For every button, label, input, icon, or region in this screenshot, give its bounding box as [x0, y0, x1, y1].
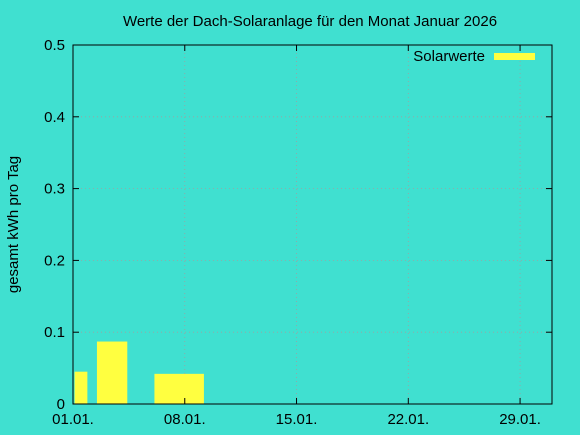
- bar: [96, 341, 128, 404]
- y-tick-label: 0.5: [44, 37, 65, 54]
- ticks: 0 0.1 0.2 0.3 0.4 0.5 01.01. 08.01. 15.01. 22.01.…: [44, 37, 552, 428]
- y-tick-label: 0.2: [44, 252, 65, 269]
- plot-frame: [72, 44, 553, 405]
- y-tick-label: 0.3: [44, 181, 65, 198]
- x-tick-label: 01.01.: [52, 411, 94, 428]
- chart-title: Werte der Dach-Solaranlage für den Monat…: [123, 13, 497, 30]
- x-tick-label: 29.01.: [499, 411, 541, 428]
- y-tick-label: 0: [57, 396, 65, 413]
- x-tick-label: 08.01.: [164, 411, 206, 428]
- legend-swatch: [494, 53, 535, 60]
- grid: [73, 45, 552, 404]
- legend: Solarwerte: [413, 48, 535, 65]
- bar: [154, 373, 204, 404]
- y-axis-label: gesamt kWh pro Tag: [5, 156, 22, 293]
- bar: [74, 371, 88, 404]
- bars: [74, 341, 204, 404]
- y-tick-label: 0.1: [44, 324, 65, 341]
- x-tick-label: 22.01.: [387, 411, 429, 428]
- y-tick-label: 0.4: [44, 109, 65, 126]
- legend-label: Solarwerte: [413, 48, 485, 65]
- x-tick-label: 15.01.: [276, 411, 318, 428]
